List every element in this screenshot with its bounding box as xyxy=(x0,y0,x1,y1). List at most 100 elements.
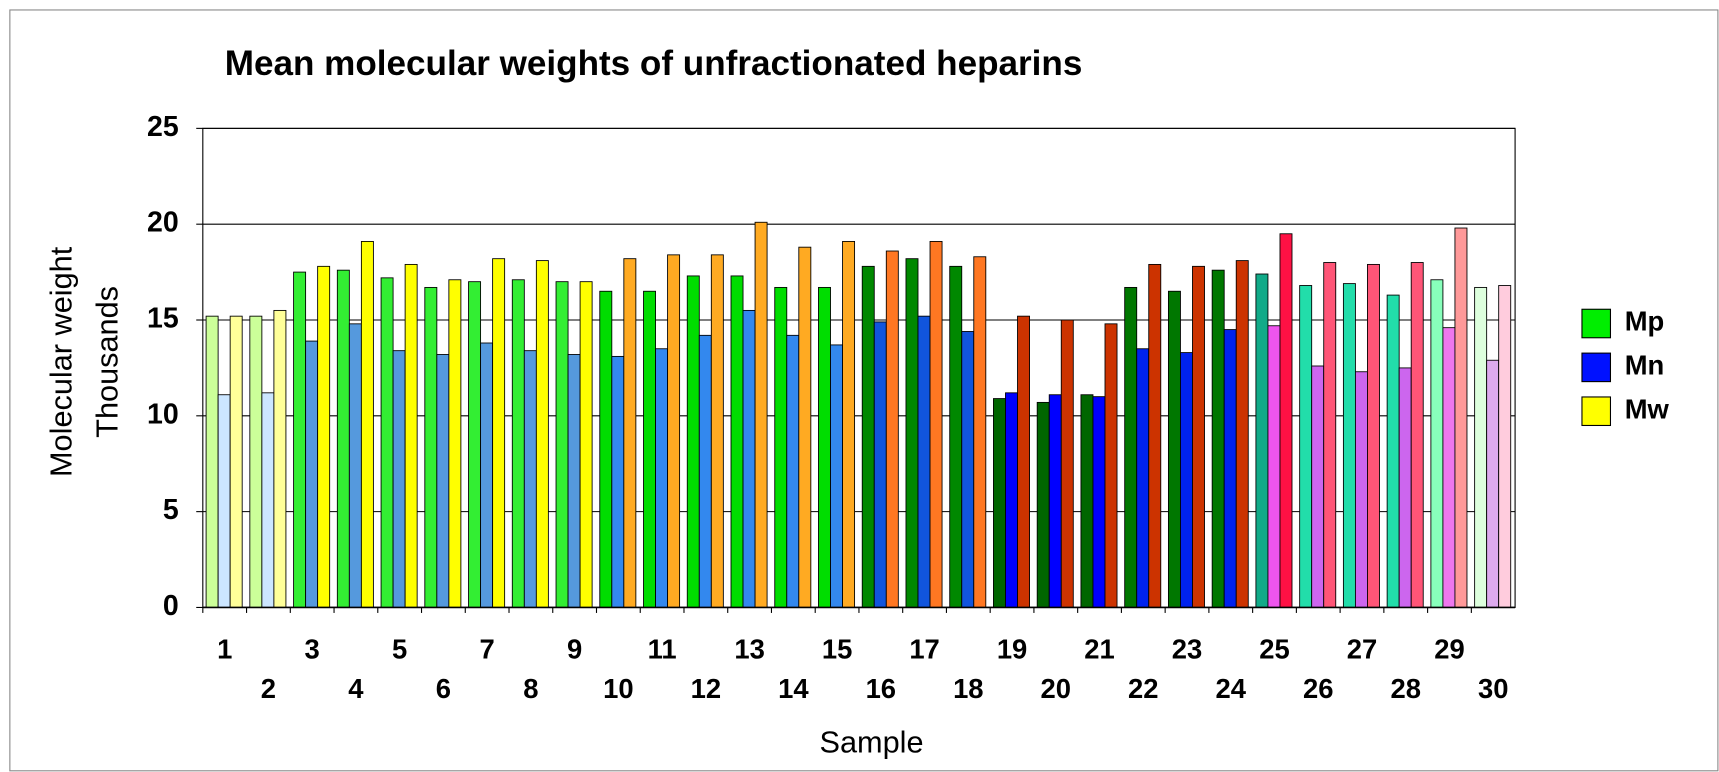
bar xyxy=(686,275,700,608)
bar xyxy=(655,348,669,608)
bar xyxy=(1486,359,1500,608)
x-tick-label: 17 xyxy=(909,634,939,665)
bar xyxy=(698,334,712,608)
bar xyxy=(973,256,987,608)
legend-label: Mn xyxy=(1625,350,1665,381)
bar xyxy=(1092,396,1106,608)
bar xyxy=(1005,392,1018,608)
bar xyxy=(360,240,374,608)
bar xyxy=(842,240,856,608)
bar xyxy=(1354,371,1368,608)
bar xyxy=(404,263,418,608)
plot-area xyxy=(202,127,1516,609)
bar xyxy=(611,355,625,608)
y-tick-label: 15 xyxy=(147,303,179,335)
x-tick-label: 19 xyxy=(997,634,1027,665)
bar xyxy=(710,254,724,608)
x-tick-label: 6 xyxy=(436,673,451,704)
bar xyxy=(730,275,744,608)
bar xyxy=(667,254,681,608)
y-tick-label: 5 xyxy=(163,494,179,526)
bar xyxy=(1048,394,1062,608)
bar xyxy=(643,290,656,608)
bar xyxy=(1148,263,1162,608)
legend-label: Mw xyxy=(1625,393,1670,424)
y-tick-label: 0 xyxy=(163,590,179,622)
x-tick-label: 13 xyxy=(734,634,764,665)
bar xyxy=(492,258,506,608)
bar xyxy=(1192,265,1205,608)
x-tick-label: 15 xyxy=(822,634,852,665)
bar xyxy=(1498,285,1512,608)
bar xyxy=(949,265,963,608)
bar xyxy=(1474,286,1488,608)
x-tick-label: 22 xyxy=(1128,673,1158,704)
x-tick-label: 2 xyxy=(261,673,276,704)
bar xyxy=(774,286,788,608)
bar xyxy=(623,258,637,608)
x-tick-label: 3 xyxy=(305,634,320,665)
bar xyxy=(905,258,919,608)
bar xyxy=(555,281,569,608)
bar xyxy=(424,286,438,608)
bar xyxy=(468,281,482,608)
bar xyxy=(1180,352,1193,608)
legend-swatch xyxy=(1581,352,1612,383)
bar xyxy=(798,246,812,608)
x-tick-label: 8 xyxy=(523,673,538,704)
x-tick-label: 7 xyxy=(480,634,495,665)
bar xyxy=(1311,365,1325,608)
bar xyxy=(1255,273,1269,608)
bar xyxy=(1235,260,1249,608)
bar xyxy=(599,290,613,608)
bar xyxy=(742,309,756,608)
bar xyxy=(293,271,307,608)
y-tick-label: 10 xyxy=(147,398,179,430)
bar xyxy=(1017,315,1030,608)
bar xyxy=(1124,286,1138,608)
x-axis-title: Sample xyxy=(820,725,924,760)
bar xyxy=(229,315,243,608)
x-tick-label: 28 xyxy=(1390,673,1420,704)
bar xyxy=(1386,294,1400,608)
x-tick-label: 5 xyxy=(392,634,407,665)
bar xyxy=(380,277,394,608)
bar xyxy=(249,315,263,608)
bar xyxy=(1223,329,1237,608)
bar xyxy=(317,265,331,608)
x-tick-label: 23 xyxy=(1172,634,1202,665)
bar xyxy=(1104,323,1118,608)
x-tick-label: 11 xyxy=(648,634,677,665)
bar xyxy=(993,398,1006,608)
bar xyxy=(961,331,975,608)
legend-swatch xyxy=(1581,308,1612,339)
bar xyxy=(261,392,275,608)
chart-title: Mean molecular weights of unfractionated… xyxy=(225,44,1083,83)
x-tick-label: 30 xyxy=(1478,673,1508,704)
bar xyxy=(1367,263,1380,608)
x-tick-label: 20 xyxy=(1041,673,1071,704)
bar xyxy=(1279,233,1293,608)
bar xyxy=(830,344,843,608)
bar xyxy=(436,354,450,608)
legend-swatch xyxy=(1581,396,1612,427)
bar xyxy=(348,323,362,608)
bar xyxy=(511,279,525,608)
bar xyxy=(480,342,494,608)
x-tick-label: 18 xyxy=(953,673,983,704)
bar xyxy=(535,260,549,608)
bar xyxy=(392,350,406,608)
bar xyxy=(786,334,800,608)
bar xyxy=(1036,401,1050,608)
bar xyxy=(861,265,875,608)
bar xyxy=(1442,327,1456,608)
bar xyxy=(579,281,593,608)
x-tick-label: 10 xyxy=(603,673,633,704)
bar xyxy=(754,221,768,608)
bar xyxy=(305,340,319,608)
bar xyxy=(217,394,231,608)
bar xyxy=(1410,262,1424,608)
bar xyxy=(929,240,943,608)
bar xyxy=(1060,319,1074,608)
